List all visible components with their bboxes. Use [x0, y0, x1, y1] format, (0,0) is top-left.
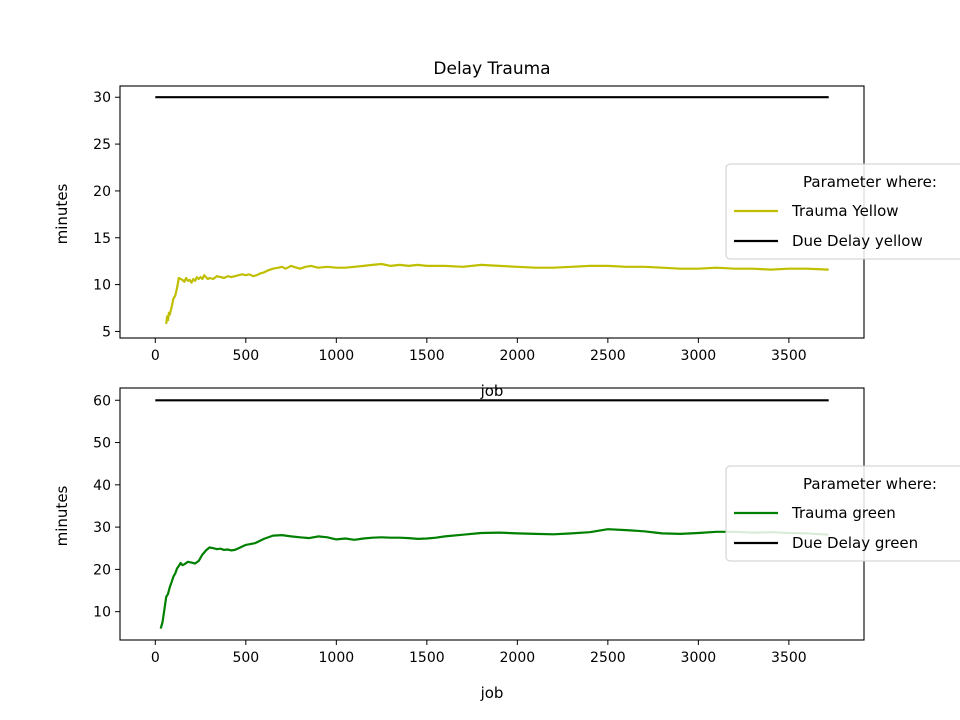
y-tick-label: 25 — [93, 137, 111, 153]
y-tick-label: 50 — [93, 436, 111, 452]
x-axis-label: job — [480, 684, 504, 702]
legend-box — [725, 163, 960, 260]
x-tick-label: 2500 — [590, 348, 626, 364]
y-tick-label: 10 — [93, 605, 111, 621]
legend: Parameter where: Trauma green Due Delay gr… — [725, 465, 960, 562]
series-line-0 — [165, 262, 829, 325]
y-tick-label: 30 — [93, 90, 111, 106]
x-axis-label: job — [480, 382, 504, 400]
series-line-0 — [159, 528, 829, 629]
legend-title: Parameter where: — [803, 475, 937, 493]
legend-box — [725, 465, 960, 562]
x-tick-label: 1000 — [319, 348, 355, 364]
x-tick-label: 3000 — [681, 650, 717, 666]
y-tick-label: 20 — [93, 184, 111, 200]
x-tick-label: 2500 — [590, 650, 626, 666]
x-tick-label: 2000 — [500, 650, 536, 666]
x-tick-label: 500 — [232, 650, 259, 666]
x-tick-label: 3500 — [771, 348, 807, 364]
x-tick-label: 1000 — [319, 650, 355, 666]
y-axis-label: minutes — [53, 485, 71, 546]
legend-title: Parameter where: — [803, 173, 937, 191]
x-tick-label: 3500 — [771, 650, 807, 666]
y-tick-label: 40 — [93, 478, 111, 494]
x-tick-label: 1500 — [409, 348, 445, 364]
legend-label-1: Due Delay green — [792, 534, 918, 552]
y-tick-label: 20 — [93, 562, 111, 578]
y-tick-label: 60 — [93, 393, 111, 409]
y-tick-label: 10 — [93, 278, 111, 294]
x-tick-label: 0 — [151, 650, 160, 666]
y-axis-label: minutes — [53, 183, 71, 244]
x-tick-label: 500 — [232, 348, 259, 364]
x-tick-label: 2000 — [500, 348, 536, 364]
legend-label-0: Trauma Yellow — [791, 202, 899, 220]
legend-label-1: Due Delay yellow — [792, 232, 923, 250]
legend: Parameter where: Trauma Yellow Due Delay y… — [725, 163, 960, 260]
x-tick-label: 1500 — [409, 650, 445, 666]
subplot-trauma-green: minutes job 0 500 1000 1500 2000 2500 3000 3500… — [53, 387, 960, 702]
y-tick-label: 30 — [93, 520, 111, 536]
subplot-trauma-yellow: minutes job 0 500 1000 1500 2000 2500 3000 3500… — [53, 85, 960, 400]
x-tick-label: 3000 — [681, 348, 717, 364]
y-tick-label: 5 — [102, 324, 111, 340]
y-tick-label: 15 — [93, 231, 111, 247]
x-tick-label: 0 — [151, 348, 160, 364]
legend-label-0: Trauma green — [791, 504, 896, 522]
figure-title: Delay Trauma — [433, 59, 550, 79]
